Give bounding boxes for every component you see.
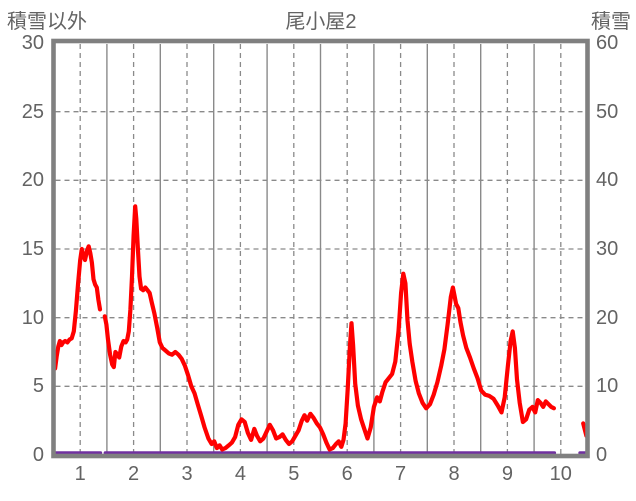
- x-axis-tick-label: 4: [234, 463, 246, 485]
- right-axis-tick-label: 0: [596, 444, 608, 466]
- left-axis-title: 積雪以外: [7, 11, 87, 33]
- x-axis-tick-label: 9: [501, 463, 513, 485]
- left-axis-tick-label: 30: [21, 32, 44, 54]
- x-axis-tick-label: 3: [181, 463, 193, 485]
- left-axis-tick-label: 20: [21, 169, 44, 192]
- x-axis-tick-label: 7: [395, 463, 407, 485]
- right-axis-tick-label: 60: [596, 32, 619, 54]
- x-axis-tick-label: 8: [448, 463, 460, 485]
- x-axis-tick-label: 6: [341, 463, 353, 485]
- x-axis-tick-label: 2: [128, 463, 140, 485]
- x-axis-tick-label: 5: [288, 463, 300, 485]
- left-axis-tick-label: 5: [32, 375, 44, 398]
- right-axis-tick-label: 30: [596, 238, 619, 260]
- right-axis-tick-label: 10: [596, 375, 619, 398]
- left-axis-tick-label: 15: [21, 238, 44, 260]
- series-line-non-snow: [102, 204, 557, 452]
- left-axis-tick-label: 25: [21, 100, 44, 123]
- right-axis-tick-label: 50: [596, 100, 619, 123]
- x-axis-tick-label: 10: [549, 463, 572, 485]
- plot-border: [51, 38, 590, 459]
- x-axis-tick-label: 1: [74, 463, 86, 485]
- right-axis-tick-label: 40: [596, 169, 619, 192]
- right-axis-tick-label: 20: [596, 306, 619, 329]
- series-line-non-snow: [52, 244, 103, 371]
- left-axis-tick-label: 10: [21, 306, 44, 329]
- chart-title: 尾小屋2: [285, 11, 357, 33]
- right-axis-title: 積雪: [591, 11, 631, 33]
- left-axis-tick-label: 0: [32, 444, 44, 466]
